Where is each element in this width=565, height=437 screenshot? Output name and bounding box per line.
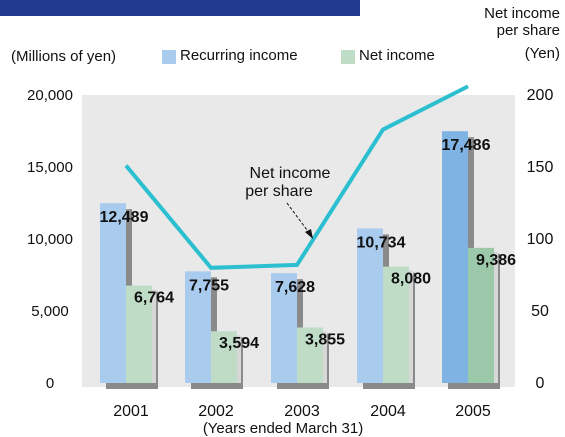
annotation-arrow-head	[305, 229, 313, 239]
bar-recurring	[100, 203, 126, 383]
y-tick-left: 15,000	[27, 159, 73, 176]
x-axis-title: (Years ended March 31)	[203, 420, 363, 437]
bar-net	[383, 266, 409, 383]
x-tick-label: 2001	[113, 403, 149, 420]
bar-net	[468, 247, 494, 383]
x-tick-label: 2003	[284, 403, 320, 420]
bar-net	[126, 285, 152, 383]
bar-net	[297, 327, 323, 383]
bar-recurring	[442, 131, 468, 383]
bar-recurring	[271, 273, 297, 383]
bar-depth	[494, 251, 498, 383]
bar-recurring	[185, 271, 211, 383]
data-label-recurring: 17,486	[442, 137, 491, 154]
annotation-text-line1: Net income	[250, 165, 331, 182]
y-tick-left: 5,000	[31, 303, 69, 320]
right-axis-title-line1: Net income	[484, 5, 560, 22]
data-label-recurring: 12,489	[100, 209, 149, 226]
left-axis-title: (Millions of yen)	[11, 48, 117, 65]
bar-net	[211, 331, 237, 383]
y-tick-right: 200	[527, 87, 554, 104]
x-tick-label: 2002	[198, 403, 234, 420]
data-label-recurring: 7,755	[189, 277, 229, 294]
legend-label-net: Net income	[359, 47, 435, 64]
legend-swatch-net	[341, 50, 355, 64]
data-label-net: 8,080	[391, 271, 431, 288]
bar-depth	[323, 331, 327, 383]
y-tick-right: 100	[527, 231, 554, 248]
bar-recurring	[357, 228, 383, 383]
annotation-text-line2: per share	[245, 183, 313, 200]
data-label-recurring: 10,734	[357, 234, 406, 251]
y-tick-right: 50	[531, 303, 549, 320]
bar-depth	[152, 289, 156, 383]
data-label-net: 3,594	[219, 335, 259, 352]
x-tick-label: 2005	[455, 403, 491, 420]
x-tick-label: 2004	[370, 403, 406, 420]
annotation-arrow-line	[286, 202, 311, 235]
right-axis-title-line2: per share	[496, 22, 560, 39]
data-label-recurring: 7,628	[275, 279, 315, 296]
bar-depth	[237, 335, 241, 383]
data-label-net: 9,386	[476, 252, 516, 269]
header-band	[0, 0, 360, 16]
y-tick-left: 10,000	[27, 231, 73, 248]
y-tick-left: 0	[46, 375, 54, 392]
legend-label-recurring: Recurring income	[180, 47, 298, 64]
legend-swatch-recurring	[162, 50, 176, 64]
y-tick-left: 20,000	[27, 87, 73, 104]
y-tick-right: 150	[527, 159, 554, 176]
bar-depth	[409, 270, 413, 383]
y-tick-right: 0	[536, 375, 545, 392]
data-label-net: 6,764	[134, 290, 174, 307]
data-label-net: 3,855	[305, 331, 345, 348]
right-axis-title-line3: (Yen)	[524, 45, 560, 62]
